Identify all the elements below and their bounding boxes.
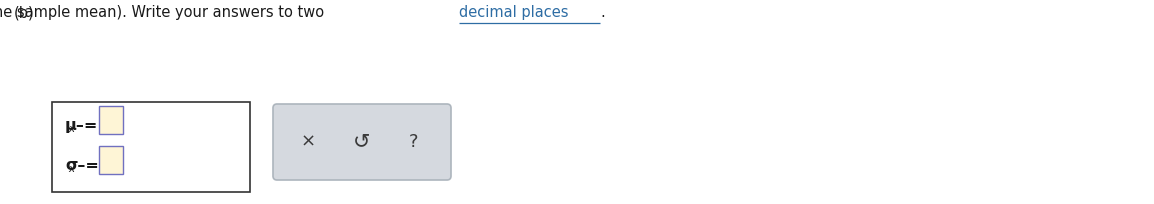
Text: distribution of the sample mean). Write your answers to two: distribution of the sample mean). Write … bbox=[0, 4, 329, 20]
Text: .: . bbox=[600, 4, 605, 20]
Text: μ–=: μ–= bbox=[65, 118, 98, 133]
Text: x: x bbox=[68, 124, 74, 134]
Text: ×: × bbox=[300, 133, 315, 151]
Bar bbox=[52, 102, 250, 192]
Text: decimal places: decimal places bbox=[458, 4, 568, 20]
Text: x: x bbox=[68, 164, 74, 174]
Bar bbox=[99, 106, 123, 134]
Text: ↺: ↺ bbox=[353, 131, 370, 151]
Text: ?: ? bbox=[409, 133, 418, 151]
Bar bbox=[99, 146, 123, 174]
FancyBboxPatch shape bbox=[273, 104, 451, 180]
Text: (b): (b) bbox=[14, 6, 35, 21]
Text: σ–=: σ–= bbox=[65, 158, 99, 173]
